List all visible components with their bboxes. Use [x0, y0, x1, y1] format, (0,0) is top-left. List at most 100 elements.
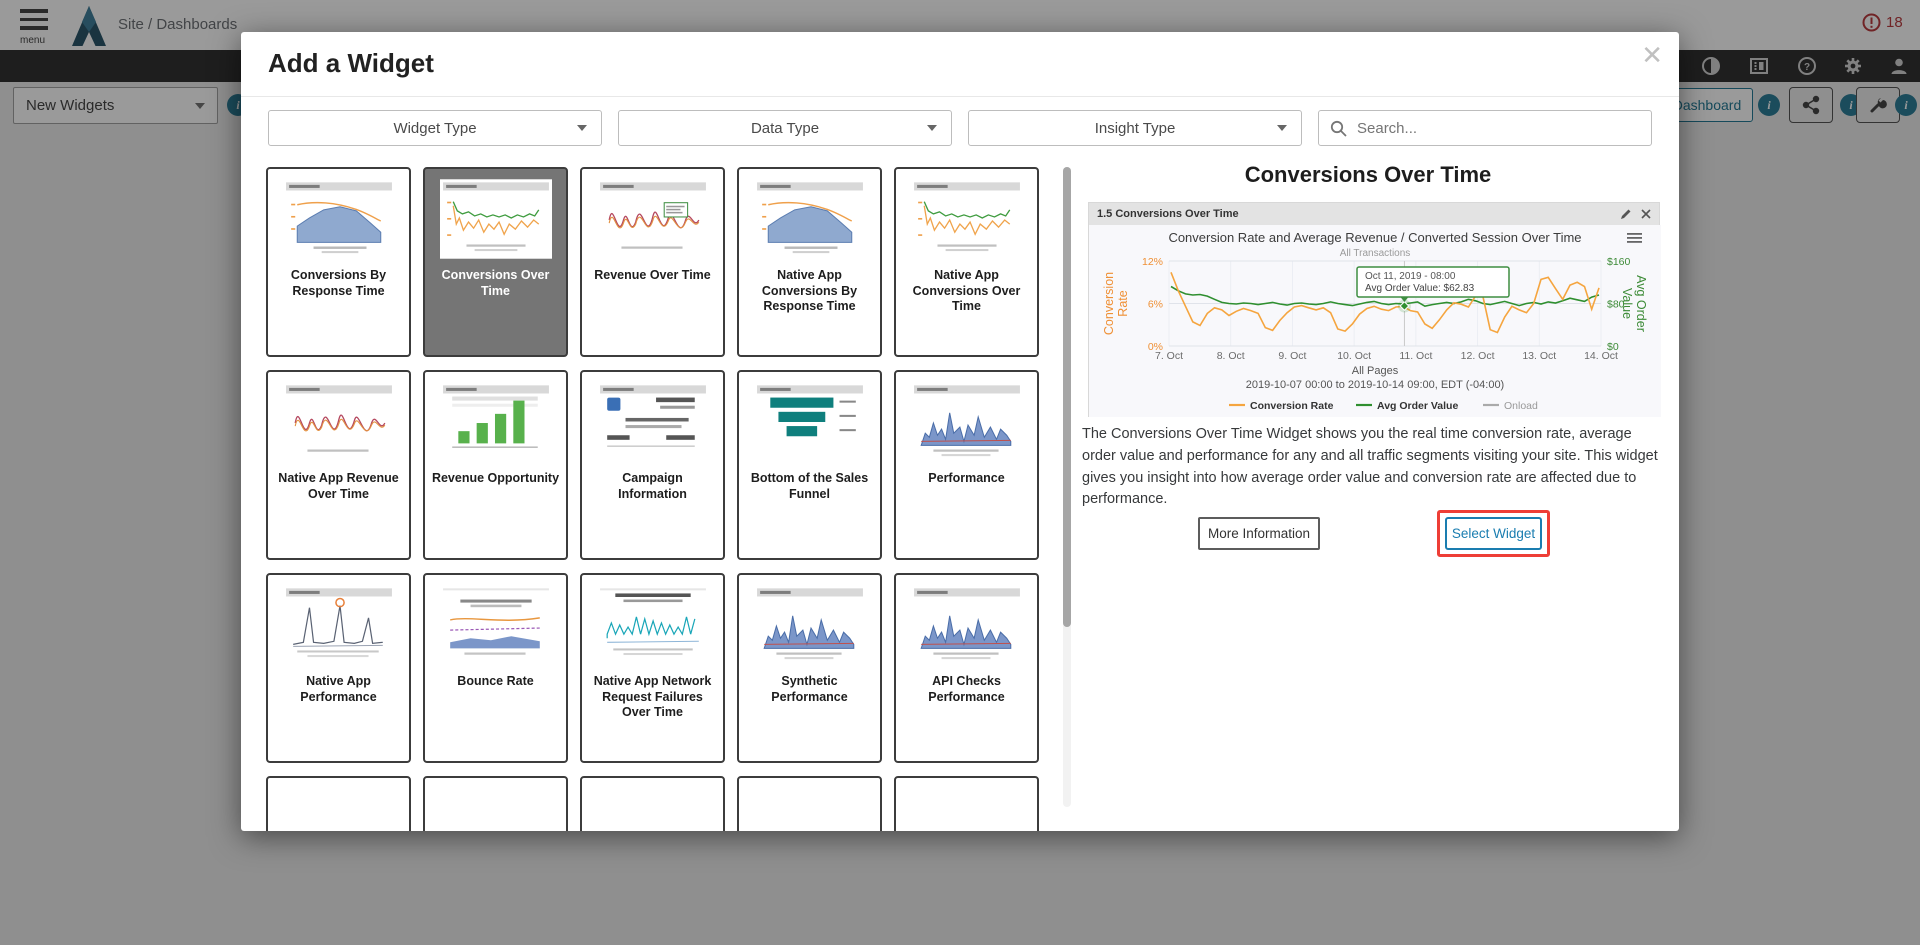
preview-card-header: 1.5 Conversions Over Time	[1089, 203, 1659, 225]
info-icon[interactable]: i	[1758, 94, 1780, 116]
pencil-icon[interactable]	[1620, 208, 1632, 220]
widget-tile[interactable]: Native App Revenue Over Time	[266, 370, 411, 560]
contrast-icon[interactable]	[1701, 56, 1721, 76]
detail-heading: Conversions Over Time	[1244, 162, 1492, 187]
alert-badge[interactable]: 18	[1862, 13, 1903, 32]
widget-tile-label: Native App Revenue Over Time	[278, 471, 399, 501]
widget-description: The Conversions Over Time Widget shows y…	[1082, 426, 1658, 508]
svg-text:$160: $160	[1607, 256, 1631, 268]
menu-icon[interactable]: menu	[20, 9, 52, 46]
scrollbar-thumb[interactable]	[1063, 167, 1071, 627]
widget-tile[interactable]	[894, 776, 1039, 831]
user-icon[interactable]	[1889, 56, 1909, 76]
widget-tile[interactable]: Performance	[894, 370, 1039, 560]
widget-tile[interactable]: Synthetic Performance	[737, 573, 882, 763]
svg-text:Conversion Rate: Conversion Rate	[1250, 400, 1334, 412]
preview-card-title: 1.5 Conversions Over Time	[1097, 208, 1239, 220]
widget-thumbnail	[910, 585, 1023, 670]
svg-text:Avg Order Value: Avg Order Value	[1377, 400, 1458, 412]
search-icon	[1330, 120, 1347, 137]
widget-thumbnail	[282, 382, 395, 467]
svg-text:Onload: Onload	[1504, 400, 1538, 412]
app-logo-icon[interactable]	[70, 4, 108, 53]
widget-tile[interactable]	[423, 776, 568, 831]
svg-text:All Pages: All Pages	[1352, 365, 1399, 377]
svg-text:Conversion Rate and Average Re: Conversion Rate and Average Revenue / Co…	[1168, 230, 1581, 245]
svg-text:All Transactions: All Transactions	[1340, 248, 1411, 259]
close-icon[interactable]: ✕	[1641, 40, 1663, 70]
filmstrip-icon[interactable]	[1749, 56, 1769, 76]
svg-text:?: ?	[1804, 62, 1810, 73]
menu-label: menu	[20, 34, 46, 46]
settings-wrench-button[interactable]	[1856, 87, 1900, 123]
add-widget-modal: Add a Widget ✕ Widget Type Data Type Ins…	[241, 32, 1679, 831]
widget-thumbnail	[753, 585, 866, 670]
svg-text:Avg OrderValue: Avg OrderValue	[1620, 275, 1648, 332]
widget-tile[interactable]: Native App Network Request Failures Over…	[580, 573, 725, 763]
widget-tile-label: Native App Performance	[300, 674, 377, 704]
widget-tile[interactable]: API Checks Performance	[894, 573, 1039, 763]
svg-text:6%: 6%	[1148, 299, 1163, 311]
close-icon[interactable]	[1641, 209, 1651, 219]
widget-thumbnail	[753, 382, 866, 467]
widget-tile-label: Campaign Information	[618, 471, 687, 501]
svg-text:11. Oct: 11. Oct	[1399, 350, 1432, 362]
select-widget-label: Select Widget	[1451, 526, 1536, 541]
info-icon[interactable]: i	[1895, 94, 1917, 116]
widget-thumbnail	[910, 179, 1023, 264]
svg-text:13. Oct: 13. Oct	[1522, 350, 1556, 362]
widget-tile[interactable]	[737, 776, 882, 831]
widget-tile[interactable]: Bounce Rate	[423, 573, 568, 763]
chevron-down-icon	[927, 125, 937, 131]
widget-thumbnail	[596, 179, 709, 264]
widget-tile-label: Native App Network Request Failures Over…	[593, 674, 712, 720]
widget-thumbnail	[439, 382, 552, 467]
chevron-down-icon	[577, 125, 587, 131]
widget-thumbnail	[439, 179, 552, 264]
widget-tile-label: API Checks Performance	[928, 674, 1005, 704]
breadcrumb[interactable]: Site / Dashboards	[118, 16, 238, 33]
widget-tile-label: Synthetic Performance	[771, 674, 848, 704]
widget-thumbnail	[282, 585, 395, 670]
widget-tile-label: Conversions Over Time	[441, 268, 550, 298]
svg-text:2019-10-07 00:00 to 2019-10-14: 2019-10-07 00:00 to 2019-10-14 09:00, ED…	[1246, 379, 1504, 391]
new-widgets-select[interactable]: New Widgets	[13, 87, 218, 124]
search-input[interactable]	[1319, 111, 1651, 145]
widget-tile-label: Conversions By Response Time	[290, 268, 387, 298]
svg-text:8. Oct: 8. Oct	[1217, 350, 1245, 362]
svg-text:14. Oct: 14. Oct	[1584, 350, 1618, 362]
svg-text:10. Oct: 10. Oct	[1337, 350, 1371, 362]
widget-tile-label: Native App Conversions By Response Time	[761, 268, 858, 314]
svg-text:$80: $80	[1607, 299, 1625, 311]
widget-tile[interactable]: Conversions By Response Time	[266, 167, 411, 357]
widget-tile[interactable]	[580, 776, 725, 831]
svg-text:0%: 0%	[1148, 341, 1163, 353]
gear-icon[interactable]	[1843, 56, 1863, 76]
insight-type-dropdown[interactable]: Insight Type	[968, 110, 1302, 146]
chevron-down-icon	[1277, 125, 1287, 131]
data-type-dropdown[interactable]: Data Type	[618, 110, 952, 146]
conversions-over-time-chart: Conversion Rate and Average Revenue / Co…	[1089, 225, 1661, 417]
select-widget-button[interactable]: Select Widget	[1445, 517, 1542, 550]
widget-tile[interactable]: Native App Performance	[266, 573, 411, 763]
exclamation-circle-icon	[1862, 13, 1881, 32]
widget-tile-label: Revenue Over Time	[594, 268, 711, 282]
svg-text:7. Oct: 7. Oct	[1155, 350, 1183, 362]
divider	[241, 96, 1679, 97]
widget-tile[interactable]: Native App Conversions By Response Time	[737, 167, 882, 357]
help-icon[interactable]: ?	[1797, 56, 1817, 76]
share-button[interactable]	[1789, 87, 1833, 123]
widget-tile[interactable]: Bottom of the Sales Funnel	[737, 370, 882, 560]
search-box	[1318, 110, 1652, 146]
widget-tile[interactable]: Revenue Opportunity	[423, 370, 568, 560]
widget-tile[interactable]: Revenue Over Time	[580, 167, 725, 357]
widget-tile-label: Bottom of the Sales Funnel	[750, 471, 869, 501]
widget-tile[interactable]: Campaign Information	[580, 370, 725, 560]
widget-type-dropdown[interactable]: Widget Type	[268, 110, 602, 146]
widget-tile[interactable]	[266, 776, 411, 831]
widget-tile-label: Bounce Rate	[457, 674, 534, 688]
widget-type-label: Widget Type	[393, 119, 477, 137]
widget-tile[interactable]: Native App Conversions Over Time	[894, 167, 1039, 357]
widget-tile[interactable]: Conversions Over Time	[423, 167, 568, 357]
more-information-button[interactable]: More Information	[1198, 517, 1320, 550]
